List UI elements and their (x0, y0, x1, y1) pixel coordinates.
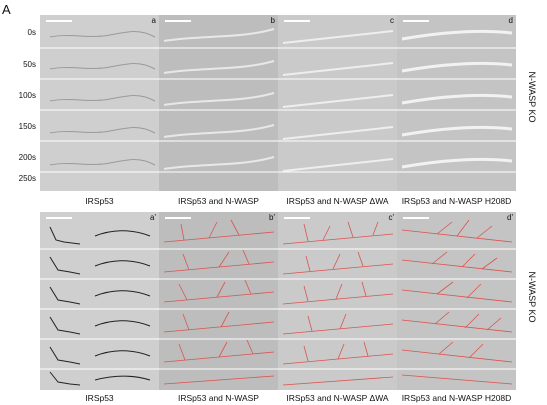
annotated-column-c: c' (278, 212, 398, 390)
time-label: 200s (18, 153, 36, 162)
column-label: IRSp53 (85, 196, 114, 206)
column-letter: c' (388, 213, 394, 222)
column-label: IRSp53 and N-WASP (178, 393, 259, 403)
scale-bar (165, 20, 191, 22)
micrograph-column-c: c (278, 15, 398, 191)
micrograph-column-a: a (40, 15, 160, 191)
column-letter: b (270, 16, 275, 25)
column-letter: d (508, 16, 513, 25)
scale-bar (403, 20, 429, 22)
time-label: 0s (27, 28, 36, 37)
bottom-image-grid: a' b' (40, 212, 517, 390)
outlined-cell-image (40, 226, 159, 386)
side-label-top: N-WASP KO (527, 71, 537, 123)
column-letter: d' (507, 213, 513, 222)
micrograph-column-d: d (397, 15, 517, 191)
side-label-bottom: N-WASP KO (527, 271, 537, 323)
scale-bar (403, 217, 429, 219)
annotated-column-b: b' (159, 212, 279, 390)
column-letter: b' (269, 213, 275, 222)
column-label: IRSp53 and N-WASP ΔWA (286, 196, 389, 206)
top-image-grid: a b (40, 15, 517, 191)
filopodia-annotation (278, 221, 397, 386)
filopodia-annotation (159, 219, 278, 385)
column-label: IRSp53 and N-WASP H208D (401, 196, 512, 206)
scale-bar (165, 217, 191, 219)
time-label: 50s (23, 60, 36, 69)
time-label: 150s (18, 122, 36, 131)
column-letter: a (151, 16, 156, 25)
scale-bar (284, 217, 310, 219)
cell-image (40, 31, 159, 173)
scale-bar (284, 20, 310, 22)
cell-image (159, 28, 278, 173)
column-label: IRSp53 (85, 393, 114, 403)
column-label: IRSp53 and N-WASP H208D (401, 393, 512, 403)
column-letter: c (390, 16, 394, 25)
column-letter: a' (150, 213, 156, 222)
annotated-column-a: a' (40, 212, 160, 390)
column-label: IRSp53 and N-WASP (178, 196, 259, 206)
cell-image (278, 30, 397, 173)
panel-letter: A (2, 2, 11, 17)
column-label: IRSp53 and N-WASP ΔWA (286, 393, 389, 403)
micrograph-column-b: b (159, 15, 279, 191)
time-label: 100s (18, 91, 36, 100)
scale-bar (46, 20, 72, 22)
scale-bar (46, 217, 72, 219)
time-label: 250s (18, 174, 36, 183)
annotated-column-d: d' (397, 212, 517, 390)
cell-image (397, 29, 516, 173)
filopodia-annotation (397, 219, 516, 385)
